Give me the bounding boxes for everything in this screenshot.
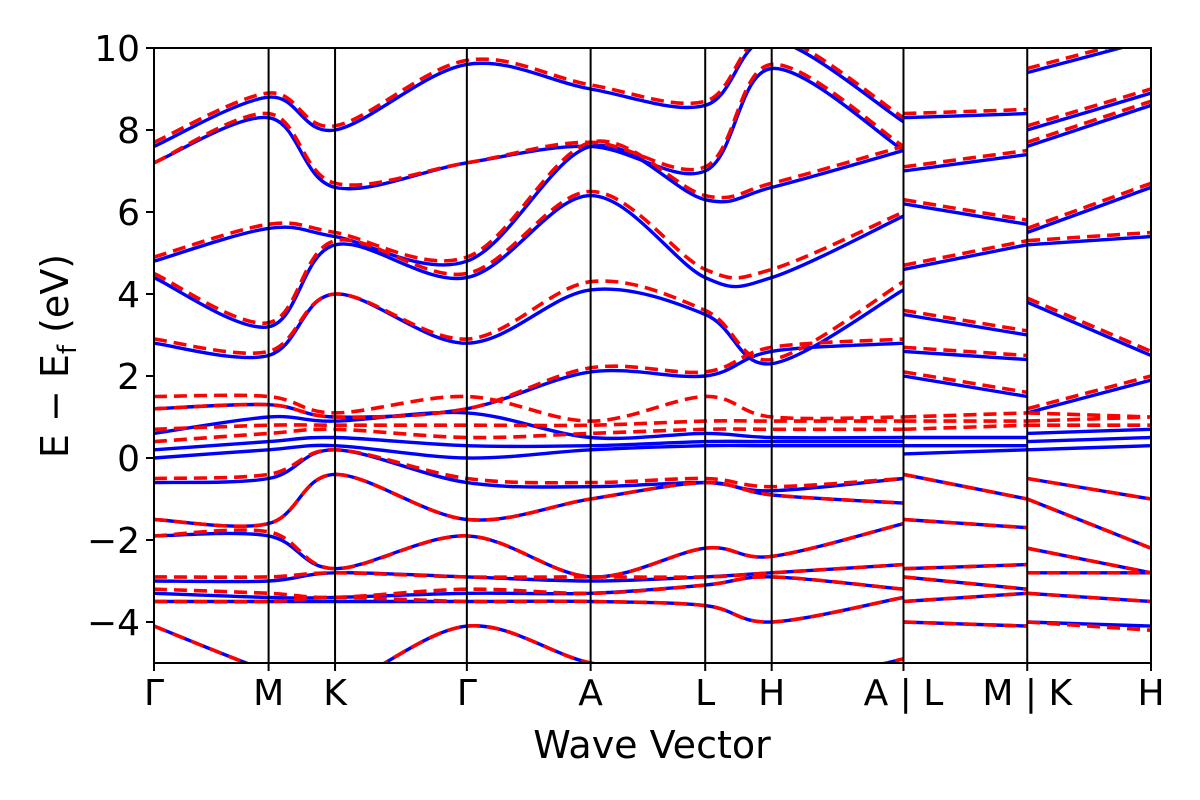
y-tick-label: 4 xyxy=(117,275,140,316)
band-line xyxy=(1027,444,1151,452)
band-line xyxy=(903,370,1028,395)
band-line xyxy=(1026,497,1151,550)
band-line xyxy=(154,48,905,148)
plot-area xyxy=(154,48,1151,663)
band-line xyxy=(903,111,1028,120)
band-line xyxy=(903,202,1028,226)
x-axis-title: Wave Vector xyxy=(533,723,771,767)
band-line xyxy=(1027,230,1151,243)
band-line xyxy=(903,374,1028,399)
band-line xyxy=(1027,234,1151,247)
band-line xyxy=(154,427,904,444)
band-line xyxy=(903,197,1028,222)
band-line xyxy=(1027,591,1151,604)
band-line xyxy=(154,521,904,579)
band-line xyxy=(903,472,1028,501)
y-axis-title-main: E − E xyxy=(33,354,77,458)
x-tick-label: K xyxy=(323,673,348,714)
y-tick-label: 2 xyxy=(117,357,140,398)
x-tick-label: L xyxy=(695,673,715,714)
x-tick-label: H xyxy=(1137,673,1164,714)
band-line xyxy=(903,308,1028,333)
band-line xyxy=(154,575,904,600)
band-line xyxy=(903,349,1028,362)
band-line xyxy=(903,148,1028,169)
band-line xyxy=(903,591,1028,604)
band-line xyxy=(903,423,1028,432)
band-line xyxy=(154,287,905,366)
band-line xyxy=(154,448,904,493)
band-line xyxy=(903,243,1028,272)
band-line xyxy=(903,411,1028,419)
band-line xyxy=(1026,91,1151,132)
x-tick-label: H xyxy=(758,673,785,714)
band-line xyxy=(154,189,905,325)
band-line xyxy=(154,62,905,187)
band-line xyxy=(903,620,1028,628)
band-line xyxy=(903,562,1028,571)
band-line xyxy=(154,66,905,191)
band-line xyxy=(1026,476,1151,501)
band-line xyxy=(154,143,904,267)
band-line xyxy=(1026,378,1151,415)
band-line xyxy=(903,575,1028,591)
band-line xyxy=(903,448,1028,456)
series-dashed xyxy=(154,48,1151,663)
x-tick-label: M xyxy=(253,673,284,714)
y-axis-ticks: −4 −2 0 2 4 6 8 10 xyxy=(87,29,154,644)
band-line xyxy=(1026,48,1112,71)
y-tick-label: −2 xyxy=(87,521,140,562)
y-axis-title: E − Ef (eV) xyxy=(33,254,83,458)
band-line xyxy=(1026,296,1151,354)
y-tick-label: 6 xyxy=(117,193,140,234)
band-line xyxy=(903,152,1028,173)
x-tick-label: Γ xyxy=(457,673,477,714)
band-line xyxy=(1027,415,1151,423)
y-axis-title-subscript: f xyxy=(53,344,83,354)
plot-frame xyxy=(153,47,1152,664)
band-line xyxy=(154,562,904,580)
band-line xyxy=(903,517,1028,530)
band-line xyxy=(1026,103,1151,149)
y-tick-label: 0 xyxy=(117,439,140,480)
band-line xyxy=(1026,185,1151,235)
band-line xyxy=(1027,411,1151,419)
band-line xyxy=(1026,87,1151,128)
x-tick-label: A | L xyxy=(864,673,944,714)
band-line xyxy=(1026,546,1151,575)
x-tick-label: M | K xyxy=(982,673,1073,714)
x-tick-label: A xyxy=(578,673,603,714)
band-line xyxy=(1026,181,1151,231)
band-line xyxy=(154,393,904,423)
y-axis-title-unit: (eV) xyxy=(33,254,77,345)
band-line xyxy=(903,345,1028,358)
y-tick-label: 8 xyxy=(117,111,140,152)
band-line xyxy=(1027,435,1151,444)
band-line xyxy=(1026,374,1151,411)
y-tick-label: −4 xyxy=(87,603,140,644)
y-tick-label: 10 xyxy=(94,29,140,70)
bands-layer xyxy=(154,48,1151,663)
band-line xyxy=(154,472,904,529)
band-line xyxy=(1026,48,1127,75)
band-line xyxy=(1027,427,1151,436)
band-line xyxy=(903,238,1028,268)
high-symmetry-lines xyxy=(267,48,1029,663)
band-line xyxy=(154,447,904,489)
band-line xyxy=(1027,620,1151,632)
band-line xyxy=(1026,300,1151,358)
band-line xyxy=(1026,99,1151,145)
band-line xyxy=(154,418,904,432)
band-line xyxy=(903,312,1028,337)
band-line xyxy=(154,193,905,329)
band-line xyxy=(154,279,905,362)
band-line xyxy=(154,139,904,263)
band-line xyxy=(154,624,904,663)
band-line xyxy=(903,107,1028,116)
x-tick-label: Γ xyxy=(144,673,164,714)
